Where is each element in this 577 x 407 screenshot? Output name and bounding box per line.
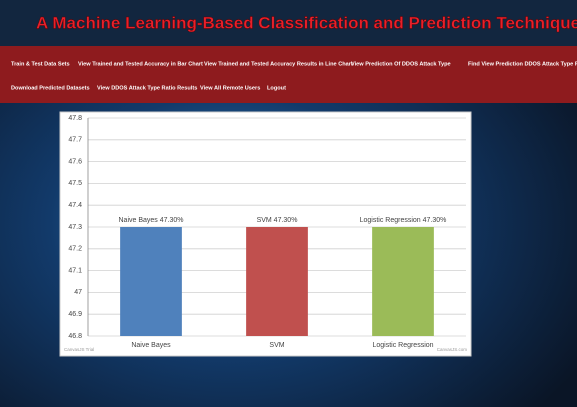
y-tick-label: 47.1 [68, 267, 82, 274]
data-label: SVM 47.30% [257, 217, 298, 224]
y-tick-label: 46.9 [68, 311, 82, 318]
y-tick-label: 47.7 [68, 137, 82, 144]
nav-link[interactable]: View DDOS Attack Type Ratio Results [97, 85, 197, 91]
bar [372, 227, 434, 336]
nav-link[interactable]: View Prediction Of DDOS Attack Type [351, 61, 451, 67]
y-tick-label: 47.3 [68, 224, 82, 231]
x-tick-label: Logistic Regression [372, 342, 433, 349]
y-tick-label: 47.2 [68, 246, 82, 253]
watermark: CanvasJS.com [437, 347, 468, 352]
title-band [0, 0, 577, 46]
y-tick-label: 47.4 [68, 202, 82, 209]
x-tick-label: SVM [269, 342, 284, 349]
nav-link[interactable]: View Trained and Tested Accuracy Results… [204, 61, 353, 67]
y-tick-label: 47 [74, 289, 82, 296]
nav-link[interactable]: Train & Test Data Sets [11, 61, 70, 67]
y-tick-label: 47.5 [68, 180, 82, 187]
bar [246, 227, 308, 336]
nav-link[interactable]: Find View Prediction DDOS Attack Type Ra… [468, 61, 577, 67]
data-label: Logistic Regression 47.30% [360, 217, 447, 224]
y-tick-label: 47.6 [68, 158, 82, 165]
nav-link[interactable]: Logout [267, 85, 286, 91]
nav-link[interactable]: Download Predicted Datasets [11, 85, 90, 91]
bar [120, 227, 182, 336]
x-tick-label: Naive Bayes [131, 342, 171, 349]
nav-bar [0, 46, 577, 103]
nav-link[interactable]: View All Remote Users [200, 85, 260, 91]
data-label: Naive Bayes 47.30% [119, 217, 184, 224]
nav-link[interactable]: View Trained and Tested Accuracy in Bar … [78, 61, 203, 67]
y-tick-label: 46.8 [68, 333, 82, 340]
y-tick-label: 47.8 [68, 115, 82, 122]
watermark: CanvasJS Trial [64, 347, 94, 352]
site-title: A Machine Learning-Based Classification … [36, 13, 577, 32]
